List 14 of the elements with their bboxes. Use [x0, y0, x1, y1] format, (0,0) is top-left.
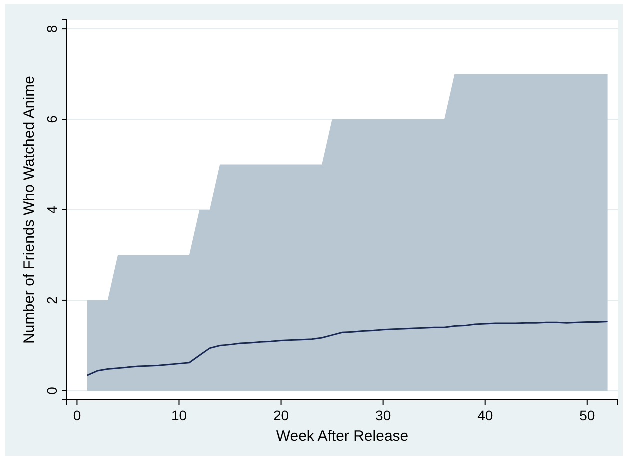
y-tick-label: 0: [44, 386, 60, 395]
x-axis-title: Week After Release: [276, 428, 409, 445]
x-tick-label: 0: [73, 408, 82, 424]
x-tick-label: 30: [376, 408, 392, 424]
y-tick-label: 4: [44, 206, 60, 214]
y-tick-label: 8: [44, 24, 60, 33]
y-axis-title: Number of Friends Who Watched Anime: [21, 76, 38, 344]
line-series: [86, 320, 609, 376]
x-tick-label: 10: [171, 408, 188, 424]
x-tick-label: 40: [478, 408, 494, 424]
y-tick-label: 2: [44, 296, 60, 304]
y-tick-label: 6: [44, 115, 60, 124]
x-tick-label: 20: [273, 408, 290, 424]
x-tick-label: 50: [580, 408, 596, 424]
